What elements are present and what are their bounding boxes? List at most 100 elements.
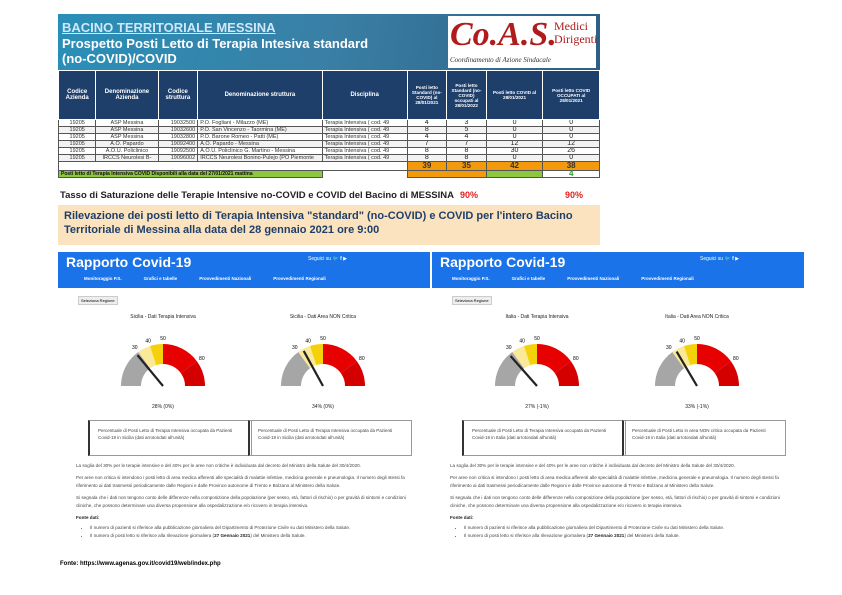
table-cell: 19032500 <box>157 119 199 127</box>
gauge-needle <box>302 350 324 387</box>
table-cell: 0 <box>542 126 600 134</box>
gauge-tick: 50 <box>534 336 540 342</box>
gauge-chart: 30 40 50 80 <box>495 336 579 387</box>
twitter-icon[interactable]: 🐦 <box>332 256 339 262</box>
column-header: Disciplina <box>321 70 408 120</box>
gauge-segment <box>340 361 365 386</box>
nav-item[interactable]: Grafici e tabelle <box>143 276 178 281</box>
table-cell: 3 <box>446 119 487 127</box>
table-cell: A.O.U. Policlinico G. Martino - Messina <box>197 147 323 155</box>
notes: La soglia del 30% per le terapie intensi… <box>76 462 416 540</box>
table-cell: 8 <box>406 147 448 155</box>
facebook-icon[interactable]: f <box>340 256 342 262</box>
nav-item[interactable]: Grafici e tabelle <box>511 276 546 281</box>
gauge-segment <box>524 344 537 366</box>
table-cell: 30 <box>485 147 544 155</box>
orange-cell <box>406 170 487 178</box>
saturation-row: Tasso di Saturazione delle Terapie Inten… <box>60 190 583 201</box>
nav-item[interactable]: Monitoraggio P.S. <box>452 276 490 281</box>
gauge-segment <box>495 352 525 386</box>
coas-logo: Co.A.S. Medici Dirigenti Coordinamento di… <box>448 16 597 68</box>
nav-item[interactable]: Provvedimenti Nazionali <box>567 276 620 281</box>
youtube-icon[interactable]: ▶ <box>735 256 740 262</box>
saturation-noncovid: 90% <box>460 190 479 200</box>
gauge-segment <box>684 344 697 366</box>
gauge-segment <box>281 352 311 386</box>
table-cell: 19205 <box>57 133 97 141</box>
column-header: Posti letto Standard (no-COVID) al 28/01… <box>406 70 448 120</box>
available-row: Posti letto di Terapia Intensiva COVID D… <box>58 170 600 178</box>
note-soglia: La soglia del 30% per le terapie intensi… <box>450 463 735 468</box>
nav-item[interactable]: Monitoraggio P.S. <box>84 276 122 281</box>
table-cell: 19092400 <box>157 140 199 148</box>
facebook-icon[interactable]: f <box>732 256 734 262</box>
follow-label: Seguici su <box>700 256 724 262</box>
total-cell: 39 <box>406 161 448 171</box>
table-cell: 19205 <box>57 126 97 134</box>
gauge-segment <box>163 344 197 374</box>
column-header: Denominazione Azienda <box>95 70 159 120</box>
column-header: Posti letto COVID OCCUPATI al 28/01/2021 <box>542 70 600 120</box>
twitter-icon[interactable]: 🐦 <box>724 256 731 262</box>
table-cell: 19205 <box>57 147 97 155</box>
gauge-percentage: 33% (-1%) <box>685 404 709 410</box>
gauge-needle <box>509 355 538 387</box>
total-cell: 35 <box>446 161 487 171</box>
table-cell: IRCCS Neurolesi Bonino-Pulejo (PO Piemon… <box>197 154 323 162</box>
fonte-item: Il numero di pazienti si riferisce alla … <box>464 524 790 532</box>
table-cell: 7 <box>406 140 448 148</box>
table-row: 19205 ASP Messina 19032600 P.O. San Vincenz… <box>57 126 600 134</box>
gauge: 30 40 50 80 <box>261 328 385 399</box>
site-title[interactable]: Rapporto Covid-19 <box>440 254 566 270</box>
nav-item[interactable]: Provvedimenti Nazionali <box>199 276 252 281</box>
gauge-title: Italia - Dati Terapia Intensiva <box>505 314 569 320</box>
table-cell: 0 <box>542 119 600 127</box>
rilevazione-box: Rilevazione dei posti letto di Terapia I… <box>58 205 600 245</box>
gauge-tick: 80 <box>733 356 739 362</box>
table-cell: IRCCS Neurolesi B- <box>95 154 159 162</box>
table-cell: 19092500 <box>157 147 199 155</box>
table-cell: 8 <box>406 126 448 134</box>
region-select[interactable]: Seleziona Regione <box>452 296 492 305</box>
gauge-chart: 30 40 50 80 <box>281 336 365 387</box>
gauge: 30 40 50 80 <box>475 328 599 399</box>
site-title[interactable]: Rapporto Covid-19 <box>66 254 192 270</box>
table-cell: P.O. San Vincenzo - Taormina (ME) <box>197 126 323 134</box>
site-header: Rapporto Covid-19 Seguici su 🐦 f ▶ Monit… <box>58 252 430 288</box>
social-links: Seguici su 🐦 f ▶ <box>700 256 739 262</box>
table-cell: P.O. Barone Romeo - Patti (ME) <box>197 133 323 141</box>
table-row: 19205 A.O. Papardo 19092400 A.O. Papardo - … <box>57 140 600 148</box>
gauge-tick: 50 <box>160 336 166 342</box>
site-nav: Monitoraggio P.S. Grafici e tabelle Provve… <box>84 276 348 281</box>
note-area: Per aree non critica si intendono i post… <box>450 475 779 488</box>
total-cell: 42 <box>485 161 544 171</box>
table-cell: 8 <box>446 147 487 155</box>
gauge-segment <box>310 344 323 366</box>
gauge-tick: 40 <box>679 338 685 344</box>
youtube-icon[interactable]: ▶ <box>343 256 348 262</box>
gauge-segment <box>714 361 739 386</box>
column-header: Posti letto COVID al 28/01/2021 <box>485 70 544 120</box>
gauge-tick: 80 <box>359 356 365 362</box>
source-text: Fonte: https://www.agenas.gov.it/covid19… <box>60 561 221 567</box>
gauge-description: Percentuale di Posti Letto in area NON c… <box>622 420 786 456</box>
gauge-percentage: 27% (-1%) <box>525 404 549 410</box>
fonte-item: Il numero di posti letto si riferisce al… <box>464 532 790 540</box>
gauge-segment <box>537 344 571 374</box>
note-segnala: Si segnala che i dati non tengono conto … <box>450 495 780 508</box>
nav-item[interactable]: Provvedimenti Regionali <box>641 276 694 281</box>
gauge-needle <box>675 351 698 387</box>
gauge-tick: 50 <box>694 336 700 342</box>
gauge-segment <box>180 361 205 386</box>
gauge-percentage: 34% (0%) <box>312 404 334 410</box>
table-cell: ASP Messina <box>95 133 159 141</box>
region-select[interactable]: Seleziona Regione <box>78 296 118 305</box>
gauge-title: Italia - Dati Area NON Critica <box>665 314 729 320</box>
site-nav: Monitoraggio P.S. Grafici e tabelle Provve… <box>452 276 716 281</box>
table-cell: 0 <box>485 119 544 127</box>
gauge-tick: 80 <box>199 356 205 362</box>
nav-item[interactable]: Provvedimenti Regionali <box>273 276 326 281</box>
column-header: Codice Azienda <box>57 70 97 120</box>
gauge-tick: 40 <box>519 338 525 344</box>
gauge-tick: 30 <box>506 345 512 351</box>
